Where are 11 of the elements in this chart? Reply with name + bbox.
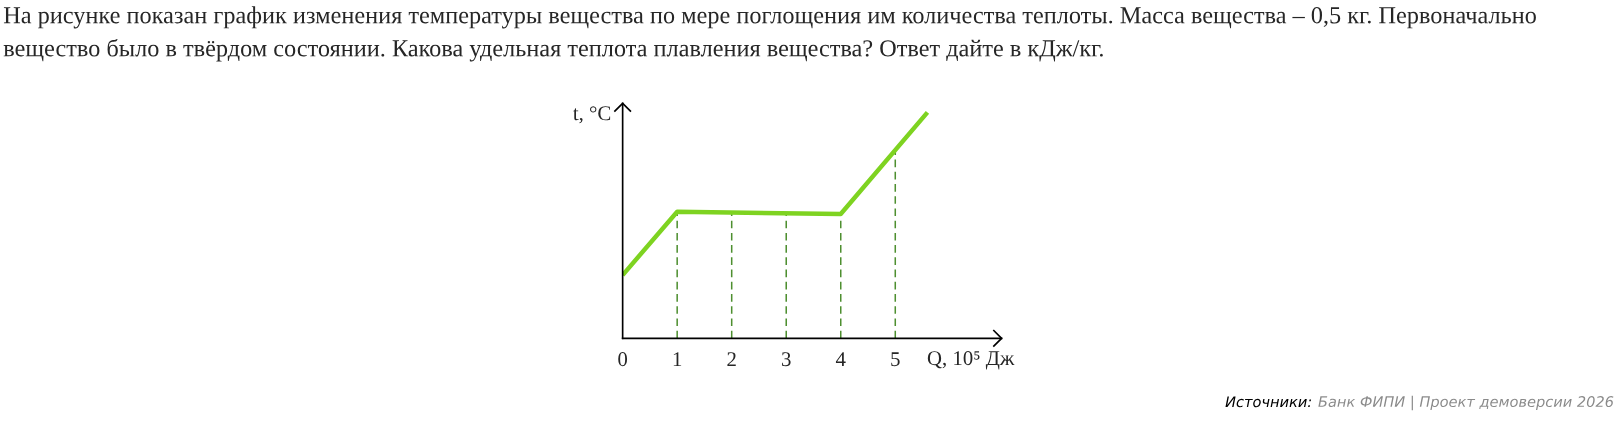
x-axis-title: Q, 10⁵ Дж — [927, 351, 1015, 370]
x-tick-label: 0 — [618, 352, 628, 367]
x-tick-label: 5 — [891, 352, 900, 367]
x-tick-label: 4 — [835, 352, 846, 366]
text: Банк ФИПИ | Проект демоверсии 2026 — [1318, 395, 1614, 411]
x-tick-label: 2 — [727, 352, 736, 366]
x-tick-label: 1 — [673, 352, 682, 366]
x-tick-label: 3 — [782, 352, 791, 367]
text: Источники: — [1225, 396, 1312, 408]
chart-title: На рисунке показан график изменения температуры вещества по мере поглощения им количества теплоты. Масса вещества – 0,5 кг. Первоначально вещество было в твёрдом состоянии. Какова удельная теплота плавления вещества? Ответ дайте в кДж/кг. — [3, 6, 1536, 62]
y-axis-title: t, °C — [573, 106, 611, 124]
